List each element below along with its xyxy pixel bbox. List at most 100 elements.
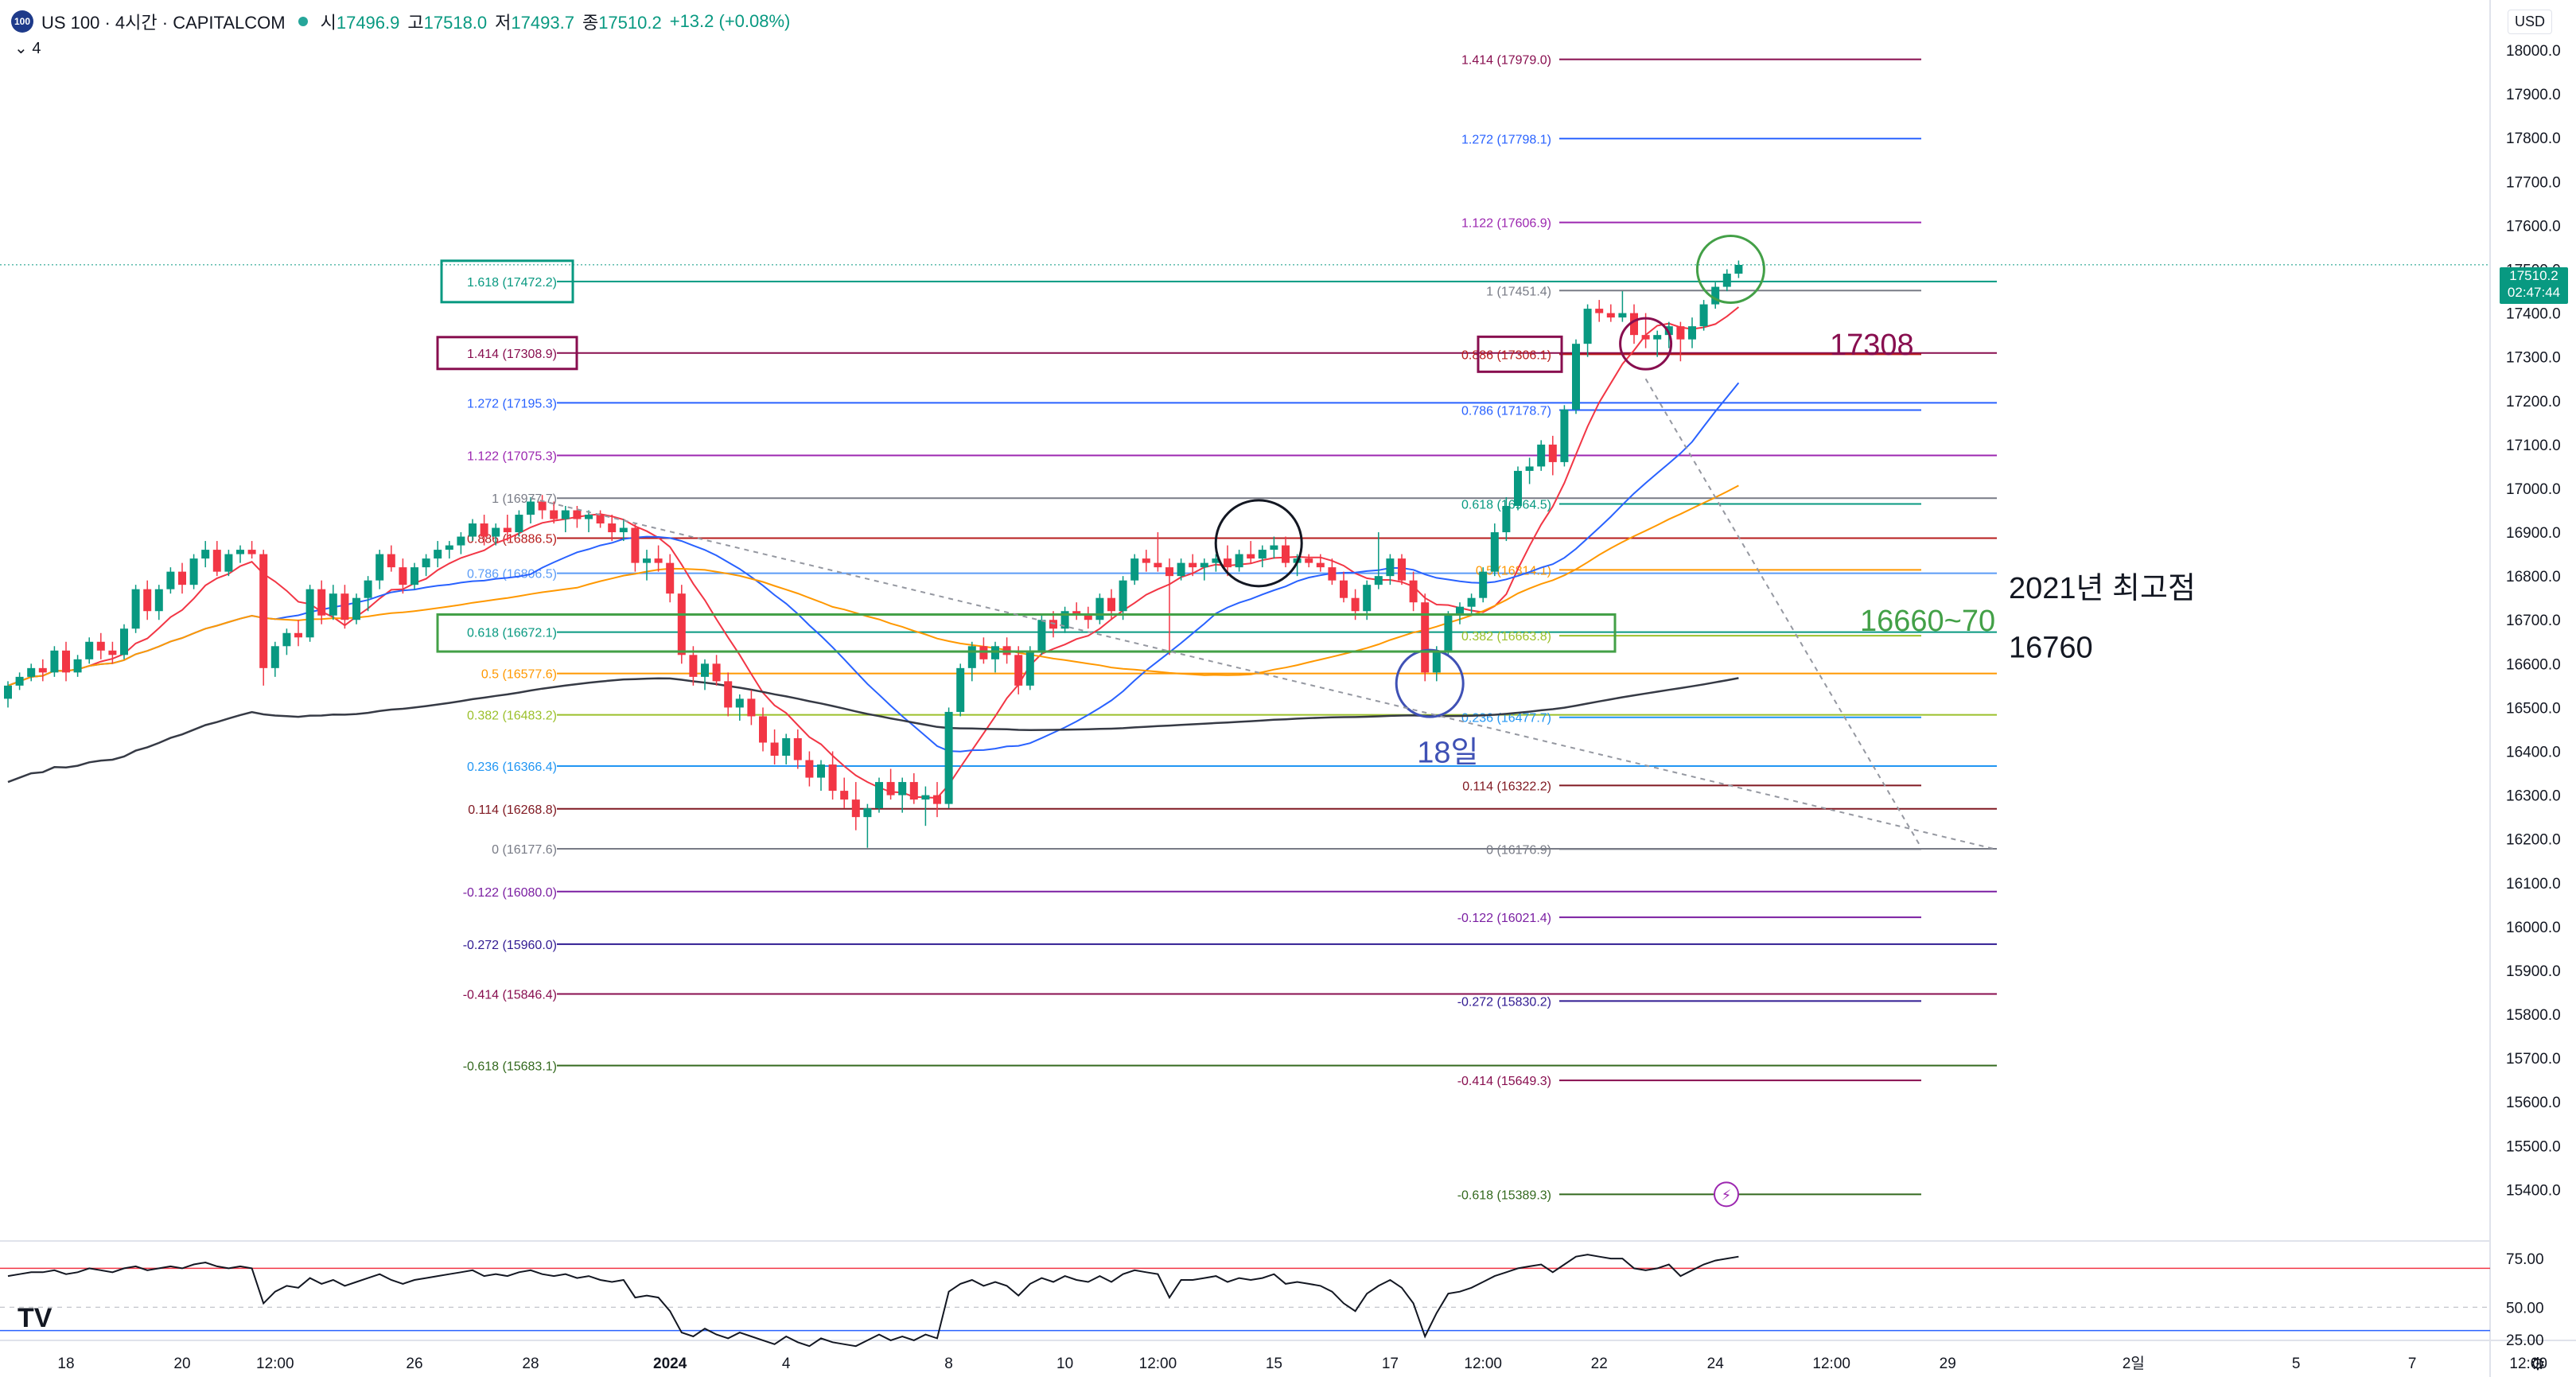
candle-body (1502, 506, 1511, 533)
candle-body (851, 799, 860, 818)
candle-body (1386, 558, 1395, 577)
candle-body (305, 589, 314, 638)
candle-body (96, 641, 105, 651)
alert-lightning-icon (1714, 1181, 1739, 1208)
price-tick-label: 15800.0 (2506, 1007, 2561, 1024)
rsi-line (7, 1254, 1739, 1348)
fib-right-label: 0.886 (17306.1) (1461, 348, 1551, 362)
candle-body (50, 650, 59, 673)
candle-body (38, 667, 47, 673)
candle-body (608, 523, 617, 533)
price-tick-label: 16600.0 (2506, 656, 2561, 673)
candle-body (457, 536, 465, 546)
candle-body (1212, 558, 1220, 563)
candle-body (503, 527, 512, 533)
time-axis[interactable]: 18 20 12:00 26 28 2024 4 8 10 12:00 15 17 12:00 22 24 1… (57, 1355, 2547, 1372)
price-tick-label: 15900.0 (2506, 963, 2561, 980)
candles[interactable] (4, 260, 1743, 848)
zone-box-16660 (436, 613, 1617, 653)
fib-left-label: 0.5 (16577.6) (481, 668, 557, 682)
candle-body (631, 527, 640, 563)
fib-left-label: 0.786 (16806.5) (467, 568, 557, 582)
candle-body (863, 808, 872, 818)
fib-left-label: 0.618 (16672.1) (467, 627, 557, 640)
candle-body (1618, 313, 1627, 318)
candle-body (1398, 558, 1406, 581)
candle-body (1572, 344, 1580, 410)
candle-body (793, 737, 802, 760)
candle-body (1722, 274, 1731, 287)
indicator-collapse-toggle[interactable]: ⌄ 4 (14, 40, 41, 57)
candle-body (747, 698, 756, 717)
symbol-header: 100 US 100 · 4시간 · CAPITALCOM 시17496.9 고… (11, 8, 790, 35)
candle-body (1305, 558, 1313, 563)
candle-body (329, 593, 337, 616)
candle-body (805, 760, 814, 778)
price-tick-label: 17200.0 (2506, 394, 2561, 410)
currency-button[interactable]: USD (2507, 10, 2552, 34)
fib-right-label: -0.618 (15389.3) (1457, 1188, 1551, 1202)
candle-body (1270, 545, 1278, 550)
fib-right-label: 0 (16176.9) (1486, 843, 1551, 857)
candle-body (294, 632, 302, 638)
symbol-title[interactable]: US 100 · 4시간 · CAPITALCOM (41, 13, 286, 33)
time-tick-label: 15 (1266, 1356, 1282, 1372)
time-tick-label: 29 (1940, 1356, 1956, 1372)
price-tick-label: 15400.0 (2506, 1182, 2561, 1199)
highlight-circle-green (1695, 235, 1765, 305)
candle-body (1049, 620, 1057, 629)
candle-body (515, 515, 523, 533)
candle-body (236, 550, 244, 554)
candle-body (840, 791, 849, 800)
candle-body (1060, 611, 1069, 629)
annotation-17308: 17308 (1830, 329, 1914, 362)
settings-gear-icon: ⚙ (2530, 1355, 2546, 1375)
annotation-16760: 16760 (2009, 631, 2093, 664)
candle-body (921, 795, 930, 800)
candle-body (527, 501, 535, 515)
price-tick-label: 17100.0 (2506, 438, 2561, 454)
candle-body (178, 571, 186, 585)
rsi-pane: 75.00 50.00 25.00 ⚙ (0, 1251, 2546, 1375)
fib-left-label: -0.272 (15960.0) (463, 939, 557, 952)
candle-body (724, 681, 733, 708)
tradingview-logo[interactable]: TV (18, 1303, 53, 1333)
candle-body (1432, 650, 1441, 673)
lightning-glyph-icon: ⚡ (1722, 1187, 1732, 1204)
candle-body (1699, 304, 1708, 327)
candle-body (1363, 585, 1372, 612)
fib-left-label: 1 (16977.7) (492, 492, 557, 506)
candle-body (735, 698, 744, 708)
box-1618 (440, 259, 574, 304)
fib-right-label: 0.114 (16322.2) (1462, 780, 1551, 793)
user-drawings: 17308 2021년 최고점 16660~70 16760 18일 ⚡ (0, 235, 2490, 1208)
dashed-trendline (530, 497, 1998, 850)
candle-body (27, 667, 36, 677)
candle-body (1154, 562, 1162, 568)
candle-body (1688, 326, 1696, 340)
candle-body (759, 716, 767, 743)
price-tick-label: 17000.0 (2506, 481, 2561, 498)
fib-right-label: 1.272 (17798.1) (1461, 133, 1551, 146)
candle-body (434, 550, 442, 559)
time-tick-label: 17 (1382, 1356, 1399, 1372)
time-tick-label: 12:00 (1812, 1356, 1850, 1372)
fib-right-label: 1.414 (17979.0) (1461, 54, 1551, 68)
candle-body (1340, 580, 1348, 598)
candle-body (573, 510, 582, 519)
time-tick-label: 12:00 (256, 1356, 294, 1372)
candle-body (1514, 470, 1522, 506)
candle-body (201, 550, 210, 559)
candle-body (979, 646, 988, 659)
price-tick-label: 15500.0 (2506, 1138, 2561, 1155)
price-axis[interactable]: 15400.0 15500.0 15600.0 15700.0 15800.0 15900… (2506, 43, 2561, 1199)
candle-body (1711, 286, 1720, 305)
time-tick-label: 7 (2408, 1356, 2417, 1372)
candle-body (259, 554, 268, 668)
highlight-circle-black (1214, 499, 1303, 588)
candle-body (933, 795, 941, 804)
candle-body (1177, 562, 1185, 577)
candle-body (73, 659, 82, 673)
